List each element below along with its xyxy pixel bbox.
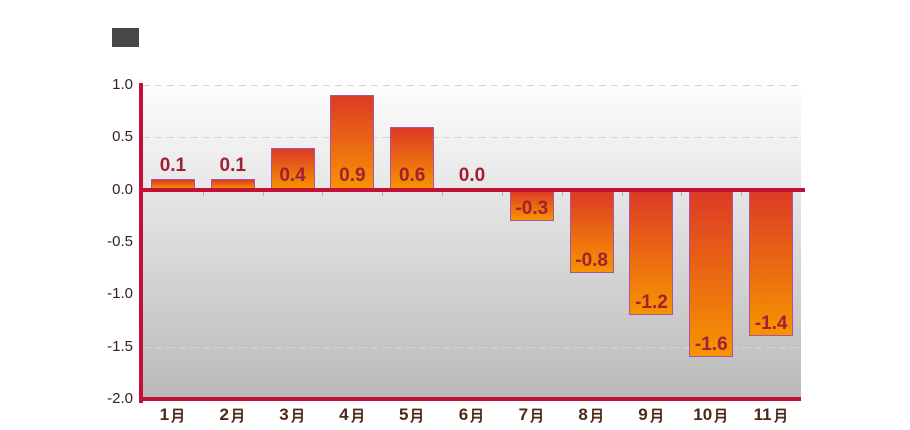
x-tick-number: 4 [339, 405, 349, 424]
x-tick-number: 10 [693, 405, 713, 424]
bar-value-label: 0.1 [159, 155, 187, 177]
category-tick [202, 192, 204, 196]
bar-value-label: 0.1 [219, 155, 246, 177]
month-kanji-glyph [231, 408, 243, 423]
x-tick-number: 7 [518, 405, 529, 424]
y-tick-label: 0.5 [112, 128, 133, 146]
bar-value-label: -0.8 [575, 250, 608, 272]
y-tick-label: -1.5 [107, 337, 133, 355]
gridline [143, 346, 801, 348]
bar-value-label: 0.0 [458, 164, 486, 186]
bar-value-label: 0.9 [339, 164, 366, 186]
month-kanji-glyph [470, 408, 483, 423]
month-kanji-glyph [773, 408, 786, 423]
bar-value-label: -0.3 [515, 198, 549, 220]
x-tick-number: 1 [159, 405, 170, 424]
y-tick-label: -1.0 [107, 285, 133, 303]
month-kanji-glyph [350, 408, 363, 423]
category-tick [621, 192, 623, 196]
bar-value-label: -1.6 [694, 334, 728, 356]
x-tick-label: 1 [138, 405, 208, 425]
month-kanji-glyph [590, 408, 602, 423]
category-tick [262, 192, 264, 196]
y-tick-label: 1.0 [112, 76, 133, 93]
bar-value-label: 0.6 [398, 164, 426, 186]
bar [749, 189, 794, 337]
bar-value-label: 0.4 [279, 164, 306, 186]
gridline [143, 137, 801, 139]
x-tick-label: 10 [676, 405, 746, 425]
legend-swatch [112, 28, 139, 47]
category-tick [561, 192, 563, 196]
x-tick-label: 5 [377, 405, 447, 425]
gridline [143, 294, 801, 296]
y-axis-line [139, 83, 143, 403]
x-tick-number: 5 [398, 405, 409, 424]
x-tick-number: 6 [458, 405, 469, 424]
x-tick-number: 8 [578, 405, 588, 424]
bar [390, 126, 435, 190]
bar-value-label: -1.4 [754, 313, 788, 335]
month-kanji-glyph [650, 408, 662, 423]
category-tick [442, 192, 444, 196]
y-tick-label: -2.0 [107, 390, 133, 407]
x-tick-label: 11 [736, 405, 806, 425]
x-tick-number: 3 [279, 405, 289, 424]
x-tick-number: 2 [219, 405, 229, 424]
gridline [143, 242, 801, 243]
bar [569, 189, 614, 274]
category-tick [322, 192, 324, 196]
y-tick-label: -0.5 [107, 233, 133, 250]
month-kanji-glyph [714, 408, 727, 423]
category-tick [741, 192, 743, 196]
x-tick-label: 3 [258, 405, 328, 425]
x-tick-label: 7 [497, 405, 567, 425]
month-kanji-glyph [530, 408, 542, 423]
x-tick-label: 9 [616, 405, 686, 425]
month-kanji-glyph [171, 408, 184, 423]
x-tick-label: 2 [198, 405, 268, 425]
bar [509, 189, 554, 222]
month-kanji-glyph [410, 408, 423, 423]
x-tick-label: 6 [437, 405, 507, 425]
bar [330, 95, 375, 190]
month-kanji-glyph [291, 408, 303, 423]
bar [629, 189, 674, 316]
gridline [143, 85, 801, 86]
bar-value-label: -1.2 [635, 292, 668, 314]
bar [689, 189, 734, 358]
zero-baseline [139, 188, 805, 192]
category-tick [382, 192, 384, 196]
y-tick-label: 0.0 [112, 180, 133, 198]
category-tick [501, 192, 503, 196]
x-axis-line [139, 397, 801, 401]
x-tick-label: 8 [557, 405, 627, 425]
x-tick-label: 4 [317, 405, 387, 425]
category-tick [681, 192, 683, 196]
x-tick-number: 11 [753, 405, 772, 424]
x-tick-number: 9 [638, 405, 648, 424]
